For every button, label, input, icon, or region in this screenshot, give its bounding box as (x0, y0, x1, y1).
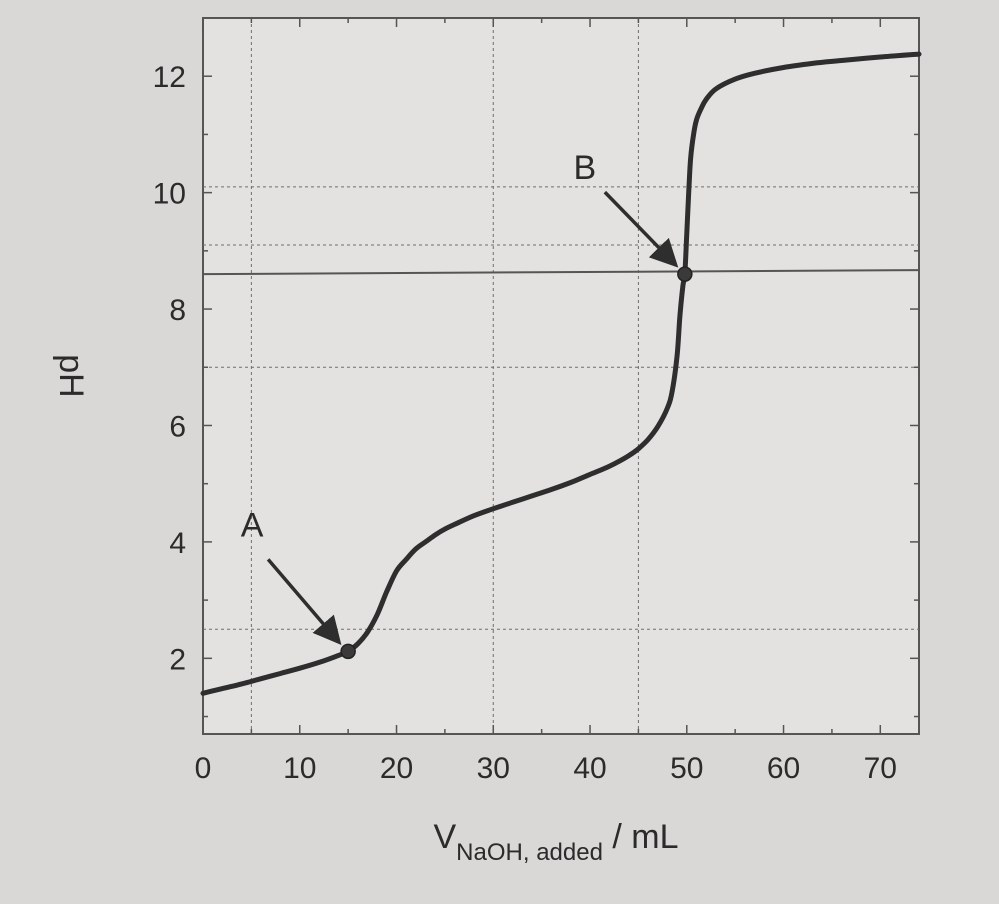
annotation-point-b (677, 266, 693, 282)
x-axis-title: VNaOH, added / mL (433, 818, 678, 866)
y-tick-label: 6 (169, 410, 186, 443)
series-layer (200, 51, 922, 696)
annotation-point-a (340, 643, 356, 660)
annotation-label-a: A (241, 506, 264, 544)
tick-marks (202, 17, 919, 734)
y-tick-label: 4 (169, 527, 186, 560)
x-tick-label: 70 (864, 752, 897, 785)
plot-area (202, 17, 920, 735)
x-axis-title-unit: / mL (603, 818, 679, 856)
grid-lines (203, 18, 919, 734)
annotation-layer: AB (241, 149, 693, 660)
plot-frame (202, 17, 920, 735)
annotation-arrow-b (603, 190, 679, 268)
reference-line-group (202, 269, 920, 276)
x-tick-label: 0 (195, 752, 212, 785)
annotation-label-b: B (574, 149, 597, 187)
x-tick-label: 50 (670, 752, 703, 785)
x-tick-label: 20 (380, 752, 413, 785)
x-tick-label: 40 (573, 752, 606, 785)
x-axis-title-main: V (433, 818, 456, 856)
x-tick-labels: 0 10 20 30 40 50 60 70 (195, 752, 897, 785)
y-axis-title: pH (52, 354, 90, 397)
x-tick-label: 30 (477, 752, 510, 785)
annotation-arrow-a (266, 558, 342, 645)
y-tick-label: 8 (169, 294, 186, 327)
y-tick-labels: 2 4 6 8 10 12 (153, 61, 186, 676)
titration-curve (200, 51, 922, 696)
x-axis-title-subscript: NaOH, added (456, 839, 603, 866)
x-tick-label: 60 (767, 752, 800, 785)
y-tick-label: 10 (153, 178, 186, 211)
y-tick-label: 2 (169, 643, 186, 676)
reference-line (202, 269, 920, 276)
x-tick-label: 10 (283, 752, 316, 785)
y-tick-label: 12 (153, 61, 186, 94)
